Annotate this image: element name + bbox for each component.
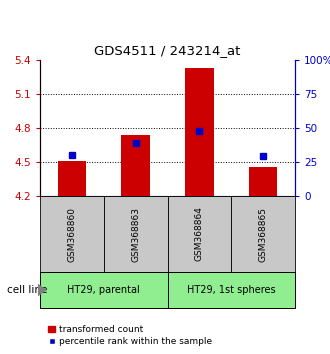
Text: GSM368865: GSM368865 — [259, 206, 268, 262]
Text: GSM368860: GSM368860 — [67, 206, 76, 262]
Bar — [121, 135, 150, 196]
Bar — [168, 196, 231, 272]
Bar — [40, 272, 168, 308]
Bar — [231, 196, 295, 272]
Polygon shape — [38, 284, 47, 296]
Text: GSM368864: GSM368864 — [195, 207, 204, 262]
Text: GSM368863: GSM368863 — [131, 206, 140, 262]
Text: cell line: cell line — [7, 285, 47, 295]
Bar — [40, 196, 104, 272]
Bar — [168, 272, 295, 308]
Text: HT29, 1st spheres: HT29, 1st spheres — [187, 285, 276, 295]
Bar — [57, 161, 86, 196]
Title: GDS4511 / 243214_at: GDS4511 / 243214_at — [94, 45, 241, 57]
Bar — [249, 166, 278, 196]
Legend: transformed count, percentile rank within the sample: transformed count, percentile rank withi… — [45, 321, 216, 349]
Bar — [104, 196, 168, 272]
Text: HT29, parental: HT29, parental — [67, 285, 140, 295]
Bar — [185, 68, 214, 196]
